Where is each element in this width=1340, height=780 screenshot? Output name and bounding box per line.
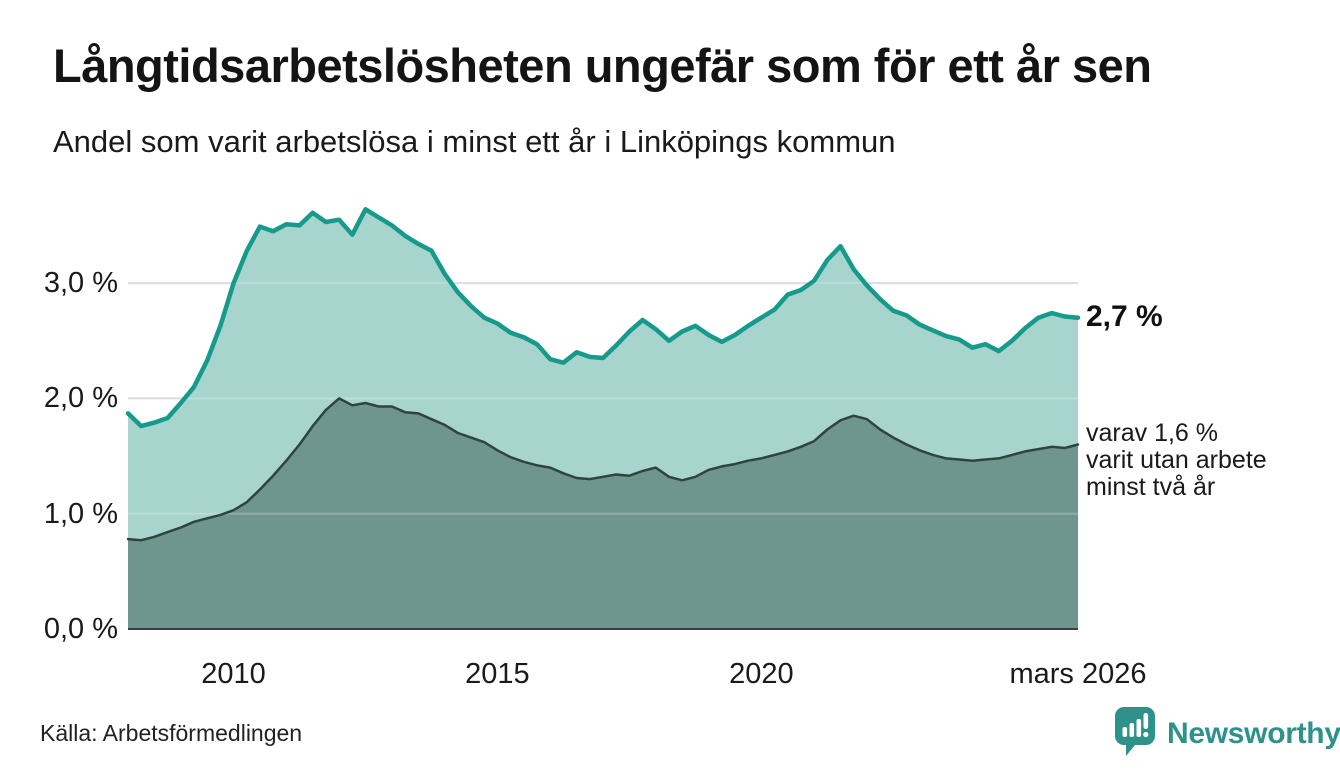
x-axis-tick-label: 2010 — [201, 658, 266, 690]
y-axis-tick-label: 0,0 % — [43, 613, 118, 645]
newsworthy-bubble-chart-icon — [1113, 705, 1157, 762]
newsworthy-wordmark: Newsworthy — [1167, 716, 1340, 750]
source-note: Källa: Arbetsförmedlingen — [40, 720, 303, 746]
newsworthy-logo: Newsworthy — [1113, 705, 1340, 762]
y-axis-tick-label: 1,0 % — [43, 497, 118, 530]
series-total-line — [125, 207, 1081, 429]
series-subset-line — [126, 397, 1080, 542]
chart-title: Långtidsarbetslösheten ungefär som för e… — [53, 39, 1152, 92]
x-axis-tick-label: 2015 — [465, 658, 530, 690]
y-axis-tick-label: 3,0 % — [43, 267, 118, 300]
series-subset-area — [128, 398, 1078, 629]
x-axis-tick-label: 2020 — [729, 658, 794, 690]
y-axis-tick-label: 2,0 % — [43, 382, 118, 415]
x-axis-tick-label: mars 2026 — [1009, 658, 1147, 690]
subset-series-annotation: varav 1,6 % varit utan arbete minst två … — [1086, 419, 1267, 501]
chart-subtitle: Andel som varit arbetslösa i minst ett å… — [53, 124, 896, 159]
total-series-end-value-label: 2,7 % — [1086, 300, 1163, 333]
